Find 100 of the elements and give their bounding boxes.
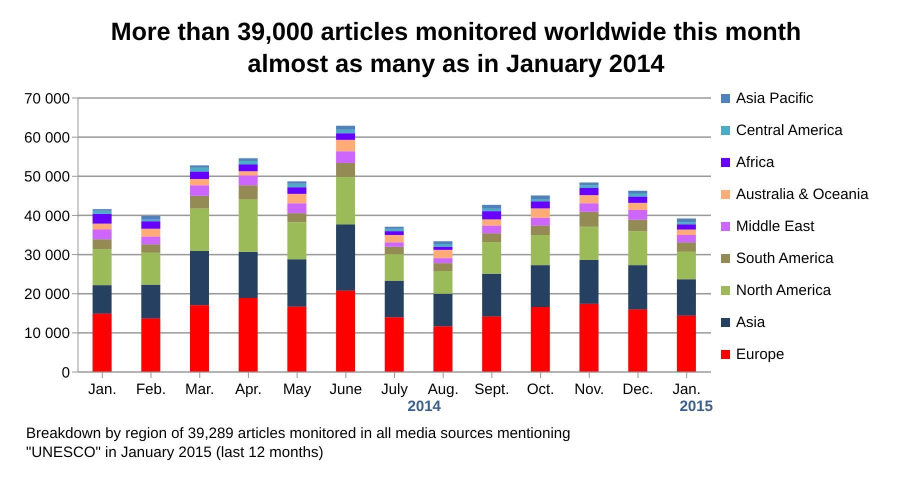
chart-title: More than 39,000 articles monitored worldwide this month almost as many as in January 2014 [110,17,802,80]
bar [628,194,648,197]
x-tick-label: Mar. [185,381,214,398]
bar [336,130,356,134]
legend-label: Australia & Oceania [736,186,869,202]
bar [530,265,550,308]
bar [141,252,160,285]
bar [92,239,112,250]
x-tick-label: Jan. [672,381,701,398]
y-tick-label: 60 000 [24,129,70,146]
bar [287,222,306,260]
bar [336,224,356,291]
bar [433,294,452,326]
bar [628,190,648,194]
bar [384,317,404,372]
bar [384,246,404,254]
bar [530,201,550,208]
bar [190,196,209,208]
x-tick-label: Feb. [136,381,166,398]
y-tick-label: 50 000 [24,168,70,186]
x-tick-label: Nov. [574,381,604,398]
bar [628,210,648,220]
bar [287,259,306,307]
bar [336,133,356,140]
y-tick-label: 30 000 [24,246,70,264]
bar [141,228,160,237]
bar [482,274,502,316]
bar [580,260,599,304]
bar [676,279,696,316]
bar [580,304,599,372]
bar [384,235,404,242]
bar [92,314,112,372]
bar [238,298,258,372]
legend-label: Central America [736,122,843,138]
bar [482,233,502,242]
legend-label: South America [736,250,834,266]
y-tick-label: 40 000 [24,208,70,225]
bar [580,203,599,212]
bar [190,179,209,186]
x-tick-label: June [330,381,362,398]
bar [384,242,404,247]
bar [676,230,696,235]
bar [384,254,404,281]
bar [433,244,452,247]
bar [141,318,160,372]
bar [676,235,696,242]
bar [141,221,160,229]
bar [676,218,696,222]
bar [190,172,209,180]
bar [336,151,356,163]
bar [628,231,648,266]
bar [433,241,452,244]
y-tick-label: 20 000 [24,286,70,304]
text: 2015 [678,398,714,415]
bar [530,226,550,235]
bar [676,224,696,230]
bar [92,224,112,230]
bar [287,187,306,194]
x-tick-label: Jan. [88,381,117,398]
bar [628,196,648,203]
bar [141,236,160,244]
bar [676,242,696,252]
bar [384,280,404,318]
bar [92,210,112,214]
bar [238,199,258,252]
bar [482,226,502,234]
bar [287,194,306,204]
bar [190,208,209,252]
bar [287,184,306,188]
bar [433,326,452,372]
bar [580,226,599,260]
y-tick-label: 10 000 [24,325,70,342]
bar [580,212,599,227]
bar [190,305,209,372]
bar [628,220,648,232]
x-tick-label: Sept. [474,381,510,398]
bar [530,307,550,372]
bar [92,214,112,224]
bar [530,218,550,226]
bar [238,185,258,200]
bar [580,182,599,186]
bar [238,161,258,165]
bar [433,271,452,294]
bar [190,168,209,172]
bar [336,177,356,224]
bar [580,188,599,196]
bar [141,216,160,220]
bar [141,284,160,318]
bar [92,285,112,314]
x-tick-label: Dec. [622,381,654,398]
bar [238,171,258,176]
bar [238,252,258,298]
legend-label: Asia Pacific [736,90,814,106]
bar [628,309,648,372]
bar [482,204,502,209]
bar [580,195,599,204]
bar [482,242,502,274]
y-tick-label: 70 000 [24,90,70,108]
bar [433,258,452,264]
text: 2014 [406,398,442,415]
